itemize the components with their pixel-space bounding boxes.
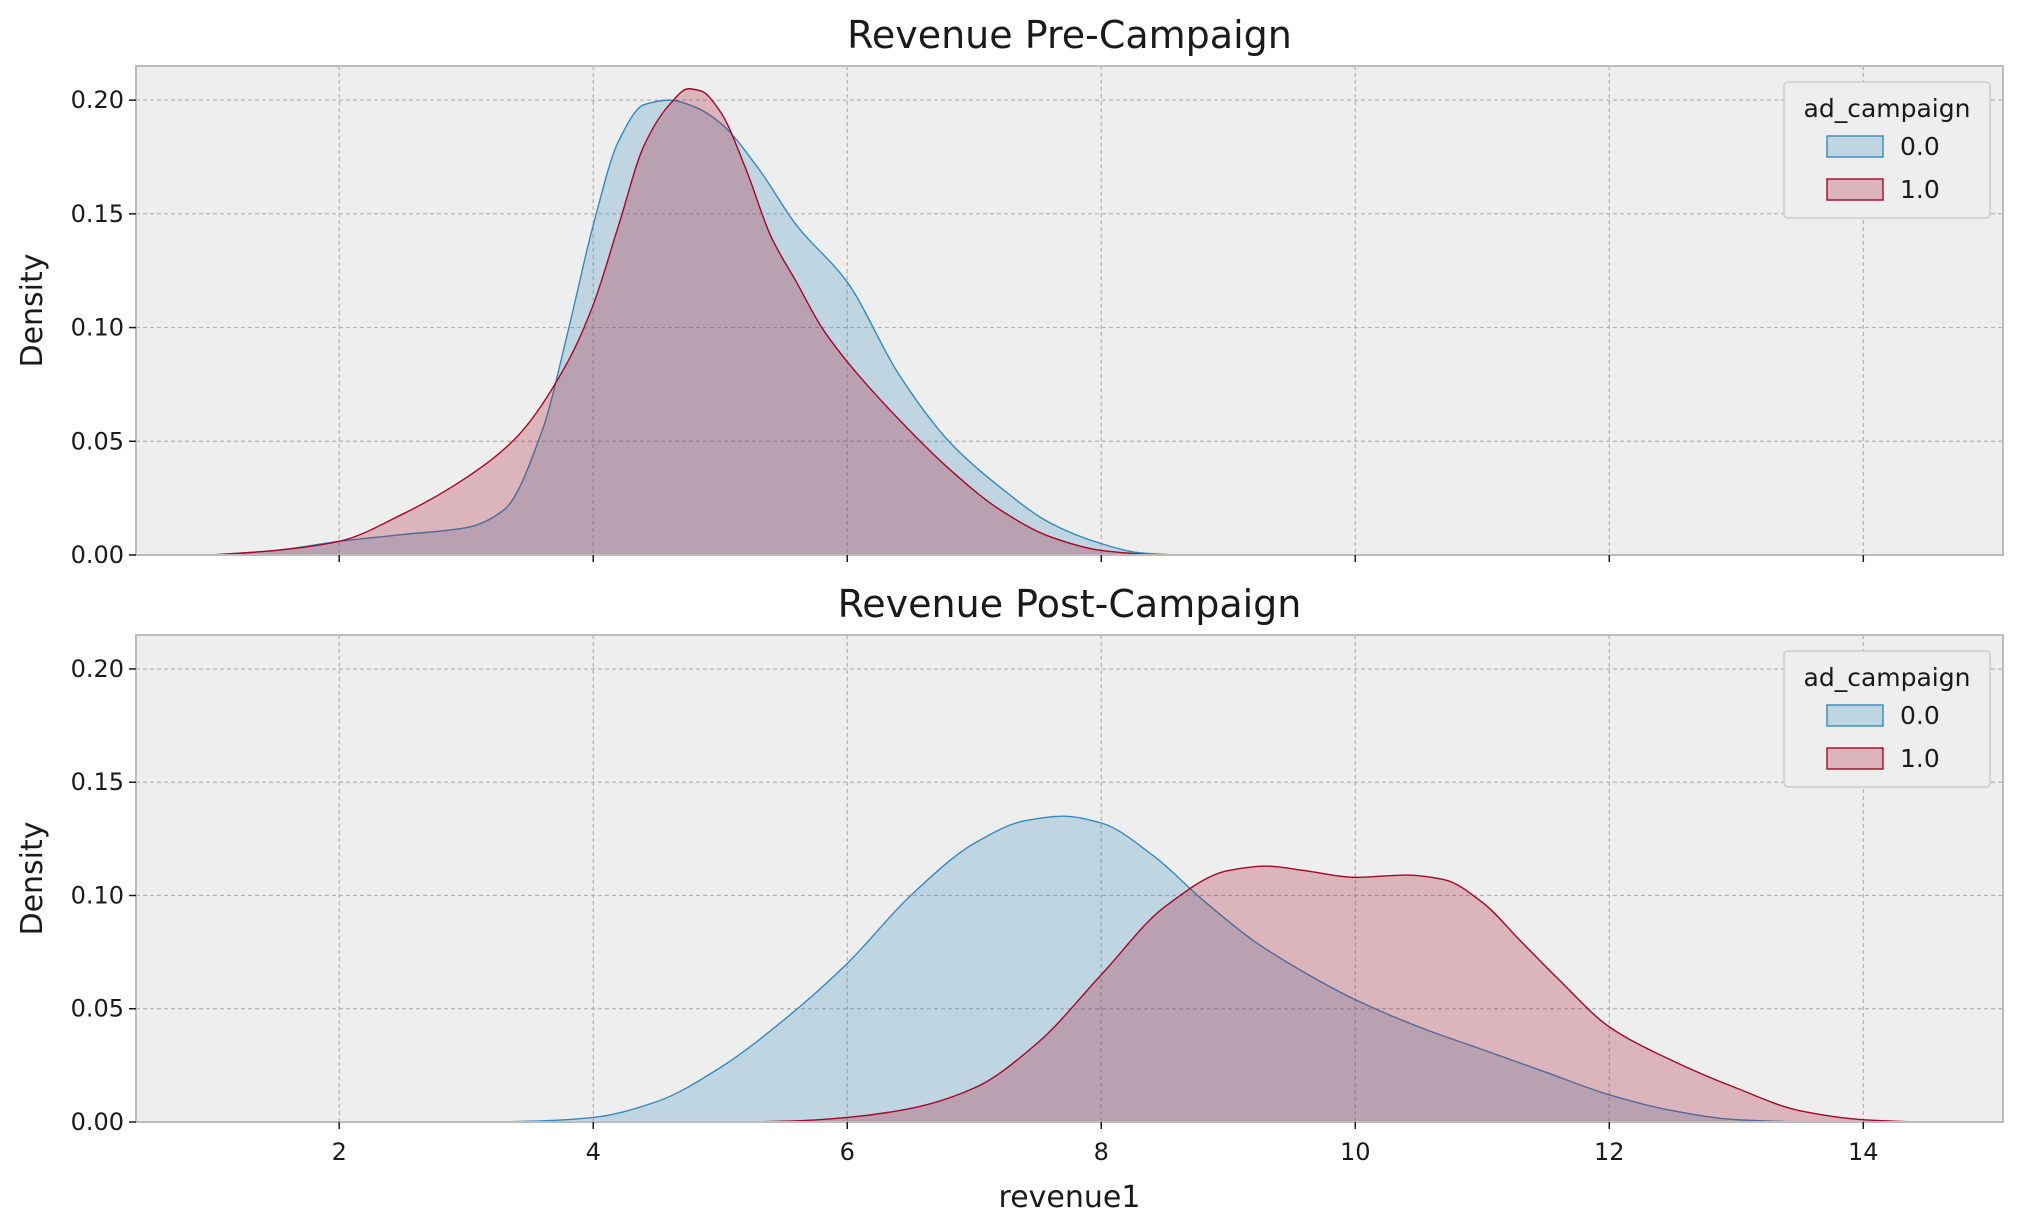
legend-title: ad_campaign [1804, 663, 1971, 692]
x-tick-label: 14 [1848, 1138, 1879, 1166]
y-tick-label: 0.10 [71, 314, 124, 342]
density-area-0-0 [491, 816, 1800, 1122]
x-tick-label: 2 [332, 1138, 347, 1166]
legend-label: 1.0 [1900, 744, 1940, 773]
post-campaign-title: Revenue Post-Campaign [838, 582, 1302, 626]
pre-campaign-frame [135, 65, 2004, 556]
pre-campaign-legend: ad_campaign 0.0 1.0 [1783, 81, 1991, 219]
post-campaign-frame [135, 634, 2004, 1123]
x-tick-label: 10 [1340, 1138, 1371, 1166]
legend-label: 0.0 [1900, 701, 1940, 730]
density-line-1-0 [212, 88, 1153, 556]
y-axis-label: Density [15, 821, 50, 935]
density-area-1-0 [745, 866, 1915, 1122]
y-tick-label: 0.10 [71, 881, 124, 909]
y-tick-label: 0.05 [71, 427, 124, 455]
legend-box [1783, 650, 1991, 788]
post-campaign-panel: 0.00 0.05 0.10 0.15 0.20 2 4 6 8 10 12 14 Revenue Po… [15, 582, 2004, 1215]
pre-campaign-plot-area [136, 66, 2003, 555]
legend-title: ad_campaign [1804, 94, 1971, 123]
x-tick-label: 6 [840, 1138, 855, 1166]
pre-campaign-title: Revenue Pre-Campaign [847, 13, 1292, 57]
x-tick-label: 4 [586, 1138, 601, 1166]
legend-swatch [1826, 178, 1884, 201]
density-line-1-0 [745, 865, 1915, 1123]
y-tick-label: 0.20 [71, 86, 124, 114]
pre-campaign-panel: 0.00 0.05 0.10 0.15 0.20 Revenue Pre-Campaign… [15, 13, 2004, 569]
y-tick-label: 0.00 [71, 1108, 124, 1136]
y-tick-label: 0.00 [71, 541, 124, 569]
legend-swatch [1826, 704, 1884, 727]
density-area-0-0 [212, 100, 1178, 556]
y-tick-label: 0.15 [71, 768, 124, 796]
x-axis-label: revenue1 [999, 1180, 1141, 1215]
legend-box [1783, 81, 1991, 219]
y-tick-label: 0.05 [71, 995, 124, 1023]
y-tick-label: 0.20 [71, 655, 124, 683]
legend-swatch [1826, 135, 1884, 158]
legend-label: 1.0 [1900, 175, 1940, 204]
x-tick-label: 8 [1094, 1138, 1109, 1166]
density-line-0-0 [491, 815, 1800, 1123]
density-line-0-0 [212, 99, 1178, 556]
legend-swatch [1826, 747, 1884, 770]
y-tick-label: 0.15 [71, 200, 124, 228]
post-campaign-plot-area [136, 635, 2003, 1122]
post-campaign-legend: ad_campaign 0.0 1.0 [1783, 650, 1991, 788]
x-tick-label: 12 [1594, 1138, 1625, 1166]
y-axis-label: Density [15, 253, 50, 367]
legend-label: 0.0 [1900, 132, 1940, 161]
